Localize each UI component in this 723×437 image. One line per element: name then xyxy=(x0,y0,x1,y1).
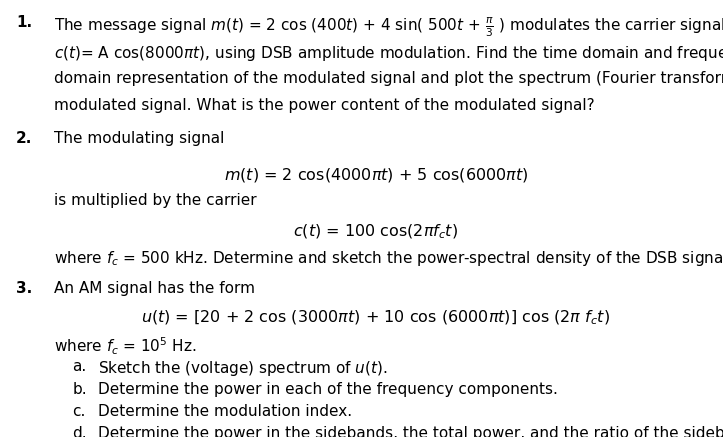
Text: The message signal $m(t)$ = 2 cos (400$t$) + 4 sin( 500$t$ + $\frac{\pi}{3}$ ) m: The message signal $m(t)$ = 2 cos (400$t… xyxy=(54,15,723,39)
Text: 1.: 1. xyxy=(16,15,32,30)
Text: where $f_c$ = 500 kHz. Determine and sketch the power-spectral density of the DS: where $f_c$ = 500 kHz. Determine and ske… xyxy=(54,249,723,268)
Text: Determine the power in each of the frequency components.: Determine the power in each of the frequ… xyxy=(98,382,557,396)
Text: domain representation of the modulated signal and plot the spectrum (Fourier tra: domain representation of the modulated s… xyxy=(54,71,723,86)
Text: An AM signal has the form: An AM signal has the form xyxy=(54,281,255,295)
Text: is multiplied by the carrier: is multiplied by the carrier xyxy=(54,193,257,208)
Text: 2.: 2. xyxy=(16,131,33,146)
Text: $c(t)$ = 100 cos(2$\pi f_c t$): $c(t)$ = 100 cos(2$\pi f_c t$) xyxy=(294,223,458,241)
Text: where $f_c$ = 10$^5$ Hz.: where $f_c$ = 10$^5$ Hz. xyxy=(54,336,197,357)
Text: $u(t)$ = [20 + 2 cos (3000$\pi t$) + 10 cos (6000$\pi t$)] cos (2$\pi$ $f_c t$): $u(t)$ = [20 + 2 cos (3000$\pi t$) + 10 … xyxy=(142,309,610,327)
Text: Determine the power in the sidebands, the total power, and the ratio of the side: Determine the power in the sidebands, th… xyxy=(98,426,723,437)
Text: a.: a. xyxy=(72,359,87,374)
Text: The modulating signal: The modulating signal xyxy=(54,131,225,146)
Text: $m(t)$ = 2 cos(4000$\pi t$) + 5 cos(6000$\pi t$): $m(t)$ = 2 cos(4000$\pi t$) + 5 cos(6000… xyxy=(223,166,529,184)
Text: Determine the modulation index.: Determine the modulation index. xyxy=(98,404,351,419)
Text: b.: b. xyxy=(72,382,87,396)
Text: Sketch the (voltage) spectrum of $u(t)$.: Sketch the (voltage) spectrum of $u(t)$. xyxy=(98,359,388,378)
Text: $c(t)$= A cos(8000$\pi t$), using DSB amplitude modulation. Find the time domain: $c(t)$= A cos(8000$\pi t$), using DSB am… xyxy=(54,44,723,62)
Text: c.: c. xyxy=(72,404,85,419)
Text: 3.: 3. xyxy=(16,281,32,295)
Text: d.: d. xyxy=(72,426,87,437)
Text: modulated signal. What is the power content of the modulated signal?: modulated signal. What is the power cont… xyxy=(54,98,595,113)
